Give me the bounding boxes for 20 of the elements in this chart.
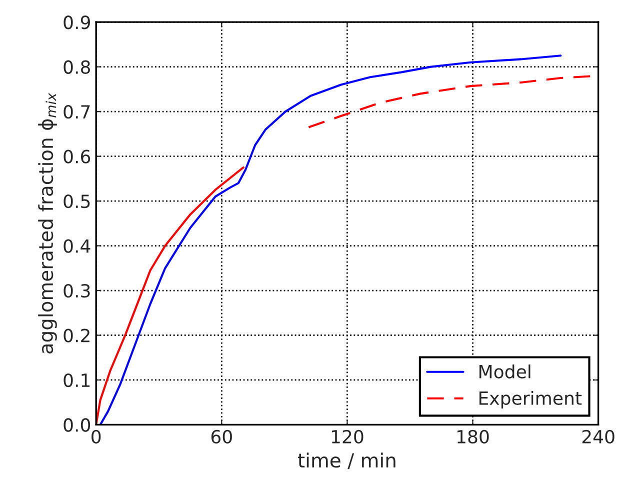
legend-label: Experiment: [479, 390, 582, 408]
x-tick-label: 120: [332, 430, 364, 444]
x-tick-label: 240: [582, 430, 614, 444]
line-series: [96, 166, 244, 425]
y-tick-label: 0.9: [64, 16, 90, 30]
y-tick-label: 0.4: [64, 239, 90, 253]
y-tick-label: 0.1: [64, 373, 90, 388]
y-tick-label: 0.5: [64, 194, 90, 208]
y-tick-label: 0.2: [64, 328, 90, 342]
x-tick-label: 180: [458, 430, 489, 444]
y-axis-title: agglomerated fraction ϕ$_{mix}$: [38, 92, 57, 354]
y-tick-label: 0.6: [64, 150, 90, 164]
x-axis-title: time / min: [298, 452, 396, 470]
legend-label: Model: [479, 364, 530, 378]
y-tick-label: 0.7: [64, 105, 90, 119]
y-tick-label: 0.3: [64, 284, 90, 298]
y-tick-label: 0.8: [64, 60, 90, 74]
x-tick-label: 0: [92, 430, 101, 444]
y-tick-label: 0.0: [64, 418, 90, 432]
x-tick-label: 60: [211, 430, 232, 444]
